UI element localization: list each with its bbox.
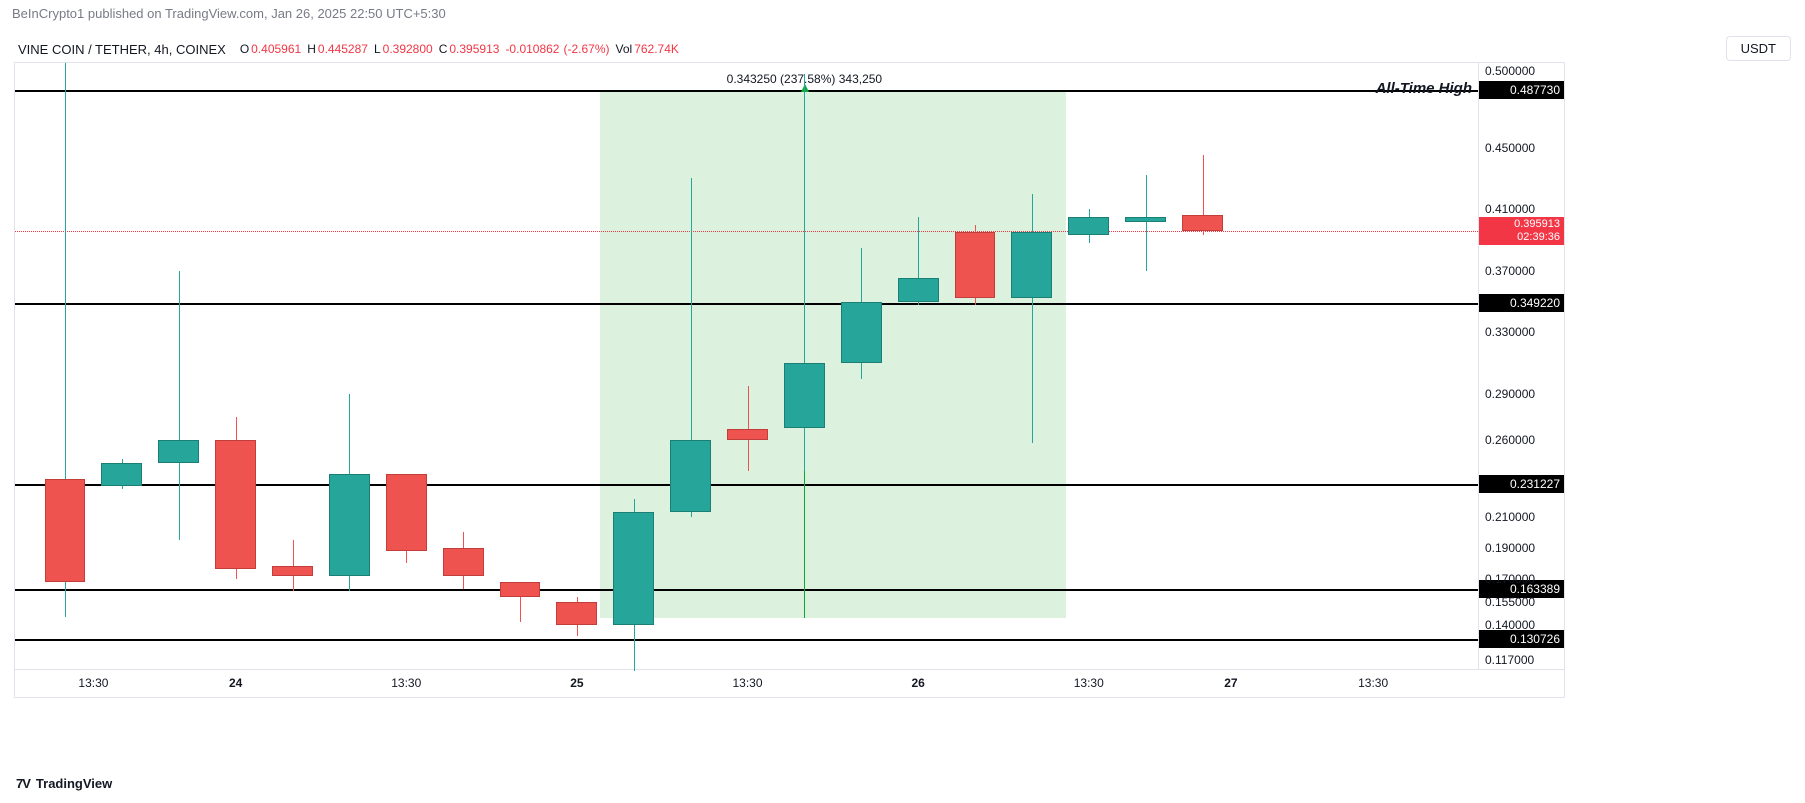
y-axis-label: 0.410000 bbox=[1485, 202, 1535, 216]
hline-price-label: 0.349220 bbox=[1479, 294, 1564, 312]
x-axis-label: 13:30 bbox=[1358, 676, 1388, 690]
ohlc-close: 0.395913 bbox=[449, 42, 499, 56]
candle-body bbox=[784, 363, 825, 428]
candle-body bbox=[215, 440, 256, 569]
candle-body bbox=[1125, 217, 1166, 222]
candle-body bbox=[556, 602, 597, 625]
hline-price-label: 0.130726 bbox=[1479, 630, 1564, 648]
candle-body bbox=[443, 548, 484, 576]
y-axis-label: 0.450000 bbox=[1485, 141, 1535, 155]
volume-value: 762.74K bbox=[634, 42, 679, 56]
price-chart[interactable]: 0.343250 (237.58%) 343,250All-Time High bbox=[14, 62, 1479, 670]
ohlc-low-key: L bbox=[374, 42, 381, 56]
all-time-high-label: All-Time High bbox=[1376, 80, 1472, 97]
candle-wick bbox=[1032, 194, 1033, 443]
x-axis[interactable]: 13:30 24 13:30 25 13:30 26 13:30 27 13:30 bbox=[14, 670, 1565, 698]
candle-body bbox=[670, 440, 711, 512]
candle-body bbox=[101, 463, 142, 486]
hline-price-label: 0.487730 bbox=[1479, 81, 1564, 99]
support-resistance-line[interactable] bbox=[15, 90, 1478, 92]
support-resistance-line[interactable] bbox=[15, 589, 1478, 591]
ohlc-open-key: O bbox=[240, 42, 249, 56]
y-axis-label: 0.140000 bbox=[1485, 618, 1535, 632]
attribution-text: BeInCrypto1 published on TradingView.com… bbox=[0, 0, 1805, 28]
y-axis-label: 0.170000 bbox=[1485, 572, 1535, 586]
y-axis-label: 0.155000 bbox=[1485, 595, 1535, 609]
y-axis-label: 0.190000 bbox=[1485, 541, 1535, 555]
candle-body bbox=[45, 479, 86, 582]
ticker-symbol[interactable]: VINE COIN / TETHER, 4h, COINEX bbox=[18, 42, 226, 57]
current-price-value: 0.395913 bbox=[1483, 218, 1560, 231]
tv-logo-text: TradingView bbox=[36, 776, 112, 791]
y-axis-label: 0.330000 bbox=[1485, 325, 1535, 339]
y-axis-label: 0.290000 bbox=[1485, 387, 1535, 401]
current-price-box: 0.39591302:39:36 bbox=[1479, 217, 1564, 245]
ohlc-high-key: H bbox=[307, 42, 316, 56]
candle-body bbox=[158, 440, 199, 463]
ohlc-low: 0.392800 bbox=[383, 42, 433, 56]
y-axis-label: 0.210000 bbox=[1485, 510, 1535, 524]
ohlc-close-key: C bbox=[439, 42, 448, 56]
candle-body bbox=[1011, 232, 1052, 298]
tv-logo-icon: 7‎V bbox=[16, 776, 30, 791]
x-axis-label: 24 bbox=[229, 676, 242, 690]
ohlc-change: -0.010862 bbox=[505, 42, 559, 56]
current-price-line bbox=[15, 231, 1478, 232]
x-axis-label: 13:30 bbox=[78, 676, 108, 690]
x-axis-label: 13:30 bbox=[732, 676, 762, 690]
currency-button[interactable]: USDT bbox=[1726, 36, 1791, 61]
x-axis-label: 26 bbox=[911, 676, 924, 690]
tradingview-logo[interactable]: 7‎V TradingView bbox=[16, 776, 112, 791]
candle-body bbox=[898, 278, 939, 301]
candle-wick bbox=[1146, 175, 1147, 270]
y-axis-label: 0.370000 bbox=[1485, 264, 1535, 278]
candle-body bbox=[613, 512, 654, 624]
y-axis-label: 0.260000 bbox=[1485, 433, 1535, 447]
support-resistance-line[interactable] bbox=[15, 639, 1478, 641]
candle-body bbox=[841, 302, 882, 364]
ohlc-change-pct: (-2.67%) bbox=[563, 42, 609, 56]
y-axis-label: 0.117000 bbox=[1485, 653, 1534, 667]
y-axis-label: 0.500000 bbox=[1485, 64, 1535, 78]
y-axis[interactable]: 0.4877300.3492200.2312270.1633890.130726… bbox=[1479, 62, 1565, 670]
chart-header: VINE COIN / TETHER, 4h, COINEX O0.405961… bbox=[18, 38, 1787, 60]
ohlc-high: 0.445287 bbox=[318, 42, 368, 56]
candle-body bbox=[1068, 217, 1109, 235]
x-axis-label: 13:30 bbox=[1074, 676, 1104, 690]
candle-body bbox=[386, 474, 427, 551]
countdown-timer: 02:39:36 bbox=[1483, 231, 1560, 244]
hline-price-label: 0.231227 bbox=[1479, 475, 1564, 493]
support-resistance-line[interactable] bbox=[15, 303, 1478, 305]
x-axis-label: 25 bbox=[570, 676, 583, 690]
x-axis-label: 13:30 bbox=[391, 676, 421, 690]
x-axis-label: 27 bbox=[1224, 676, 1237, 690]
measurement-rect bbox=[600, 90, 1066, 618]
volume-key: Vol bbox=[616, 42, 633, 56]
ohlc-open: 0.405961 bbox=[251, 42, 301, 56]
candle-body bbox=[955, 232, 996, 298]
candle-body bbox=[727, 429, 768, 440]
candle-body bbox=[1182, 215, 1223, 230]
candle-body bbox=[329, 474, 370, 576]
candle-body bbox=[272, 566, 313, 575]
candle-wick bbox=[179, 271, 180, 540]
candle-body bbox=[500, 582, 541, 597]
